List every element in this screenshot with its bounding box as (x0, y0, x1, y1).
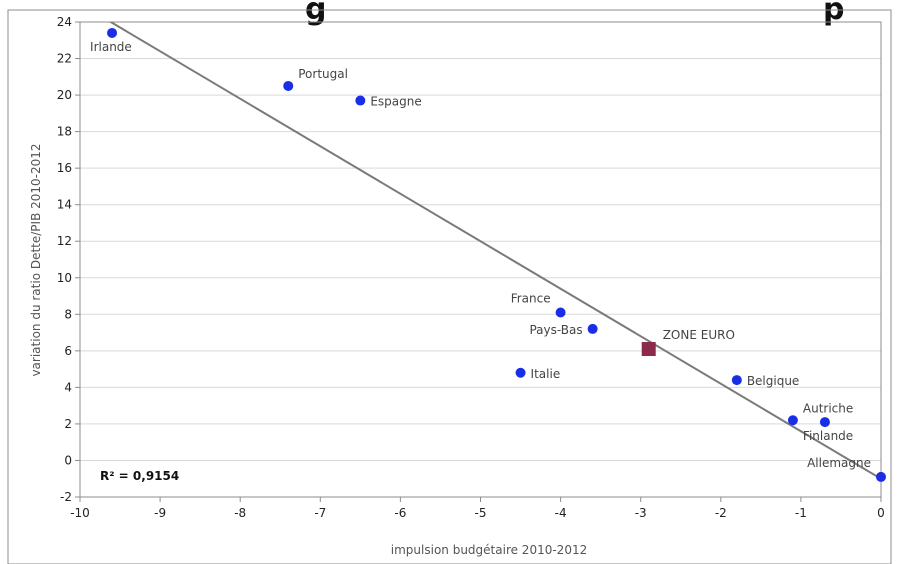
x-tick-label: -1 (795, 506, 807, 520)
y-tick-label: 14 (57, 198, 72, 212)
y-tick-label: 4 (64, 380, 72, 394)
data-point (283, 80, 294, 91)
x-tick-label: -2 (715, 506, 727, 520)
data-point (515, 367, 526, 378)
point-label: Espagne (370, 95, 421, 109)
data-point (819, 417, 830, 428)
data-point (355, 95, 366, 106)
y-tick-label: 0 (64, 453, 72, 467)
point-label: Allemagne (807, 456, 871, 470)
y-axis-title: variation du ratio Dette/PIB 2010-2012 (29, 143, 43, 376)
highlight-label: ZONE EURO (663, 328, 735, 342)
point-label: Autriche (803, 401, 853, 415)
x-tick-label: -9 (154, 506, 166, 520)
point-label: France (511, 291, 551, 305)
data-point (555, 307, 566, 318)
x-tick-label: -7 (314, 506, 326, 520)
point-label: Italie (531, 367, 561, 381)
x-tick-label: -8 (234, 506, 246, 520)
highlight-point (641, 342, 656, 357)
x-tick-label: -10 (70, 506, 90, 520)
x-tick-label: -3 (635, 506, 647, 520)
y-tick-label: 8 (64, 307, 72, 321)
point-label: Portugal (298, 67, 348, 81)
y-tick-label: 12 (57, 234, 72, 248)
data-point (876, 471, 886, 482)
data-point (787, 415, 798, 426)
y-tick-label: 6 (64, 344, 72, 358)
chart-frame (7, 9, 892, 564)
y-tick-label: 18 (57, 125, 72, 139)
point-label: Finlande (803, 429, 853, 443)
y-tick-label: 24 (57, 15, 72, 29)
data-points: Irlande Portugal Espagne France Pays-Bas Ital… (90, 27, 886, 482)
y-tick-label: 16 (57, 161, 72, 175)
y-tick-label: 22 (57, 52, 72, 66)
r-squared-label: R² = 0,9154 (100, 469, 179, 483)
point-label: Irlande (90, 40, 132, 54)
x-tick-label: 0 (877, 506, 885, 520)
data-point (731, 375, 742, 386)
data-point (107, 27, 118, 38)
trendline (108, 22, 881, 480)
x-tick-label: -5 (475, 506, 487, 520)
x-axis: -10 -9 -8 -7 -6 -5 -4 -3 -2 -1 0 (70, 497, 885, 520)
plot-area (79, 21, 882, 498)
x-axis-title: impulsion budgétaire 2010-2012 (391, 543, 587, 557)
grid (80, 21, 881, 498)
y-tick-label: -2 (60, 490, 72, 504)
y-tick-label: 2 (64, 417, 72, 431)
point-label: Belgique (747, 374, 800, 388)
y-tick-label: 20 (57, 88, 72, 102)
point-label: Pays-Bas (529, 323, 582, 337)
x-tick-label: -6 (394, 506, 406, 520)
title-fragment-right: p (823, 0, 844, 27)
x-tick-label: -4 (555, 506, 567, 520)
y-tick-label: 10 (57, 271, 72, 285)
data-point (587, 323, 598, 334)
title-fragment: g (305, 0, 326, 27)
